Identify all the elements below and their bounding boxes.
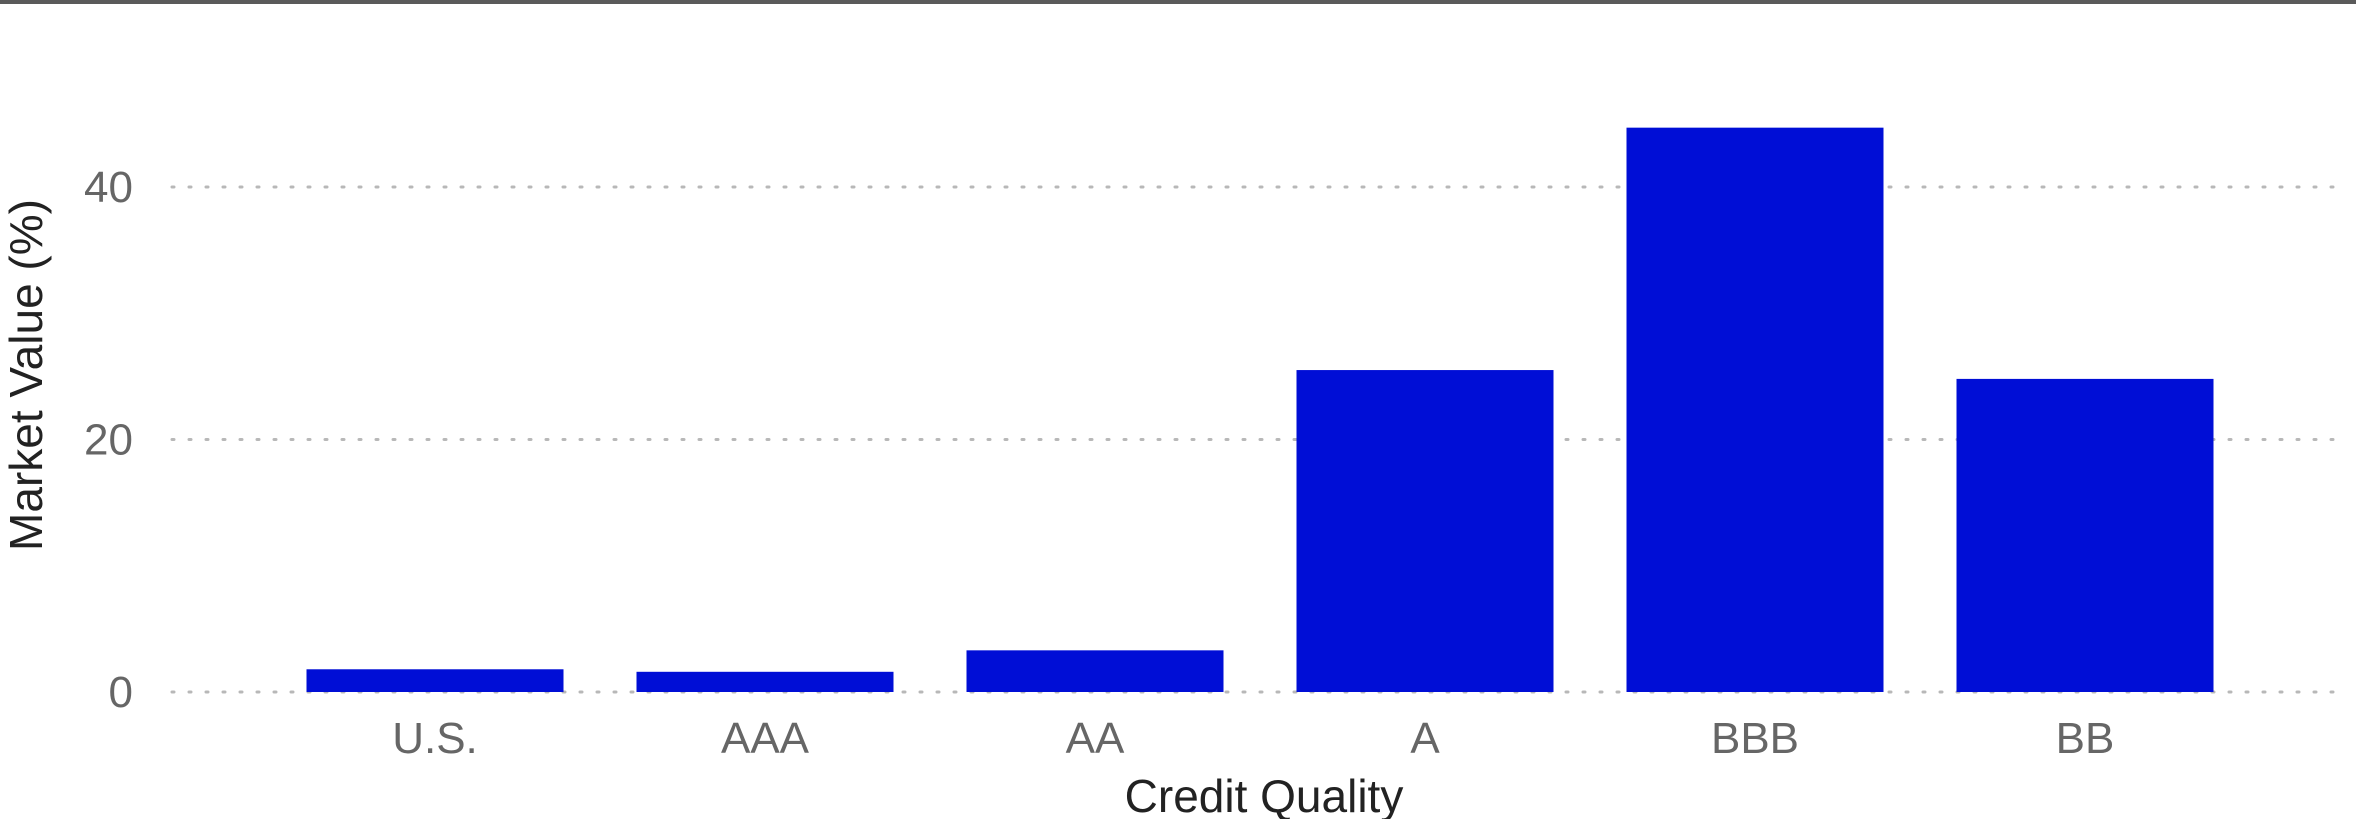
bar-bb xyxy=(1956,378,2214,692)
bar-bbb xyxy=(1626,127,1884,693)
x-axis-title: Credit Quality xyxy=(1125,770,1404,819)
top-border xyxy=(0,0,2356,4)
y-tick-label: 0 xyxy=(109,668,133,717)
x-tick-label: BBB xyxy=(1711,714,1799,763)
x-tick-label: A xyxy=(1410,714,1440,763)
x-tick-label: AA xyxy=(1066,714,1125,763)
bar-aaa xyxy=(636,671,894,692)
x-tick-label: BB xyxy=(2056,714,2115,763)
y-axis-title: Market Value (%) xyxy=(0,199,52,551)
y-axis-ticks: 0 20 40 xyxy=(84,163,133,717)
bar-aa xyxy=(966,650,1224,692)
bars xyxy=(306,127,2214,693)
y-tick-label: 40 xyxy=(84,163,133,212)
x-axis-ticks: U.S. AAA AA A BBB BB xyxy=(392,714,2114,763)
bar-a xyxy=(1296,370,1554,692)
bar-us xyxy=(306,669,564,692)
x-tick-label: AAA xyxy=(721,714,810,763)
gridlines xyxy=(170,185,2347,694)
y-tick-label: 20 xyxy=(84,416,133,465)
x-tick-label: U.S. xyxy=(392,714,478,763)
